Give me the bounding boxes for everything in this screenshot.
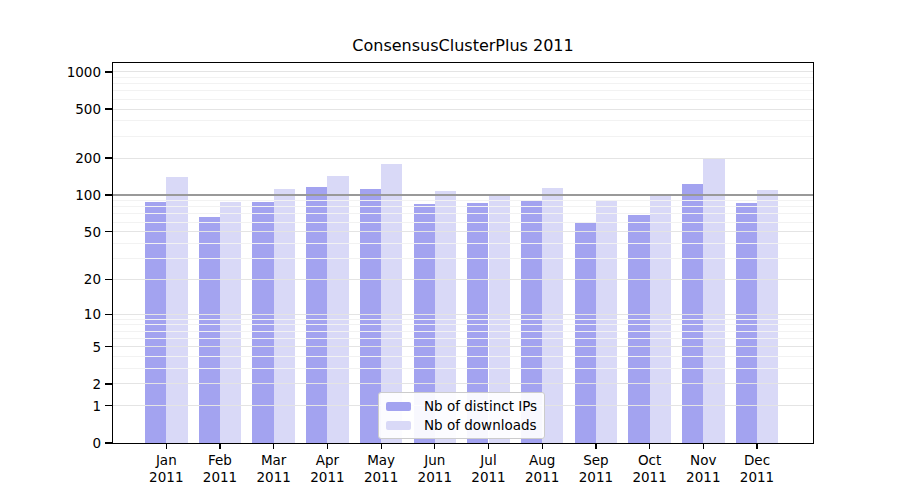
y-tick-100	[105, 194, 113, 195]
gridline-800	[113, 83, 813, 84]
bar-downloads-feb	[220, 202, 241, 443]
bar-distinct-ips-sep	[575, 222, 596, 443]
y-tick-label-1: 1	[49, 398, 101, 414]
bar-distinct-ips-dec	[736, 203, 757, 443]
gridline-9	[113, 319, 813, 320]
legend: Nb of distinct IPs Nb of downloads	[378, 392, 545, 439]
y-tick-label-5: 5	[49, 339, 101, 355]
x-tick-dec	[756, 443, 757, 449]
y-tick-label-1000: 1000	[49, 64, 101, 80]
plot-area: 01251020501002005001000Jan 2011Feb 2011M…	[113, 63, 813, 443]
x-tick-label-mar: Mar 2011	[257, 452, 291, 486]
bar-downloads-apr	[327, 176, 348, 443]
legend-swatch-distinct-ips	[386, 402, 411, 411]
legend-label-downloads: Nb of downloads	[424, 417, 537, 433]
x-tick-label-dec: Dec 2011	[740, 452, 774, 486]
x-tick-label-jun: Jun 2011	[418, 452, 452, 486]
gridline-reference-100	[113, 194, 813, 196]
y-tick-label-0: 0	[49, 435, 101, 451]
y-tick-1000	[105, 71, 113, 72]
gridline-60	[113, 222, 813, 223]
y-tick-5	[105, 346, 113, 347]
x-tick-sep	[595, 443, 596, 449]
gridline-200	[113, 158, 813, 159]
legend-item-distinct-ips: Nb of distinct IPs	[386, 397, 544, 416]
bar-distinct-ips-mar	[252, 202, 273, 443]
legend-item-downloads: Nb of downloads	[386, 416, 544, 435]
bar-distinct-ips-jan	[145, 202, 166, 443]
y-tick-label-20: 20	[49, 271, 101, 287]
gridline-700	[113, 90, 813, 91]
x-tick-label-apr: Apr 2011	[310, 452, 344, 486]
x-tick-aug	[542, 443, 543, 449]
x-tick-label-nov: Nov 2011	[686, 452, 720, 486]
x-tick-feb	[219, 443, 220, 449]
y-tick-label-500: 500	[49, 101, 101, 117]
gridline-600	[113, 99, 813, 100]
x-tick-label-feb: Feb 2011	[203, 452, 237, 486]
legend-label-distinct-ips: Nb of distinct IPs	[424, 398, 537, 414]
bar-downloads-sep	[596, 200, 617, 443]
x-tick-label-aug: Aug 2011	[525, 452, 559, 486]
x-tick-apr	[327, 443, 328, 449]
y-tick-1	[105, 405, 113, 406]
bar-downloads-nov	[703, 159, 724, 443]
x-tick-nov	[703, 443, 704, 449]
x-tick-may	[381, 443, 382, 449]
legend-swatch-downloads	[386, 421, 411, 430]
x-tick-mar	[273, 443, 274, 449]
y-tick-20	[105, 279, 113, 280]
gridline-80	[113, 206, 813, 207]
gridline-30	[113, 258, 813, 259]
y-tick-500	[105, 108, 113, 109]
gridline-10	[113, 314, 813, 315]
y-tick-0	[105, 442, 113, 443]
x-tick-label-jul: Jul 2011	[471, 452, 505, 486]
gridline-6	[113, 338, 813, 339]
x-tick-jul	[488, 443, 489, 449]
gridline-500	[113, 109, 813, 110]
y-tick-label-2: 2	[49, 376, 101, 392]
gridline-4	[113, 356, 813, 357]
y-tick-10	[105, 314, 113, 315]
x-tick-jun	[434, 443, 435, 449]
y-tick-2	[105, 383, 113, 384]
gridline-50	[113, 231, 813, 232]
gridline-7	[113, 331, 813, 332]
y-tick-label-10: 10	[49, 306, 101, 322]
chart-title: ConsensusClusterPlus 2011	[113, 36, 813, 55]
bar-downloads-jan	[166, 177, 187, 443]
y-tick-50	[105, 231, 113, 232]
x-tick-jan	[166, 443, 167, 449]
gridline-8	[113, 324, 813, 325]
gridline-1000	[113, 71, 813, 72]
y-tick-label-200: 200	[49, 150, 101, 166]
chart-canvas: ConsensusClusterPlus 2011 01251020501002…	[0, 0, 900, 500]
gridline-2	[113, 383, 813, 384]
gridline-90	[113, 200, 813, 201]
gridline-900	[113, 77, 813, 78]
y-tick-label-100: 100	[49, 187, 101, 203]
gridline-3	[113, 368, 813, 369]
x-tick-oct	[649, 443, 650, 449]
gridline-400	[113, 120, 813, 121]
x-tick-label-jan: Jan 2011	[149, 452, 183, 486]
y-tick-label-50: 50	[49, 224, 101, 240]
x-tick-label-may: May 2011	[364, 452, 398, 486]
x-tick-label-oct: Oct 2011	[632, 452, 666, 486]
x-tick-label-sep: Sep 2011	[579, 452, 613, 486]
gridline-40	[113, 243, 813, 244]
gridline-70	[113, 213, 813, 214]
bar-distinct-ips-oct	[628, 215, 649, 443]
gridline-5	[113, 346, 813, 347]
gridline-20	[113, 279, 813, 280]
y-tick-200	[105, 157, 113, 158]
gridline-300	[113, 136, 813, 137]
